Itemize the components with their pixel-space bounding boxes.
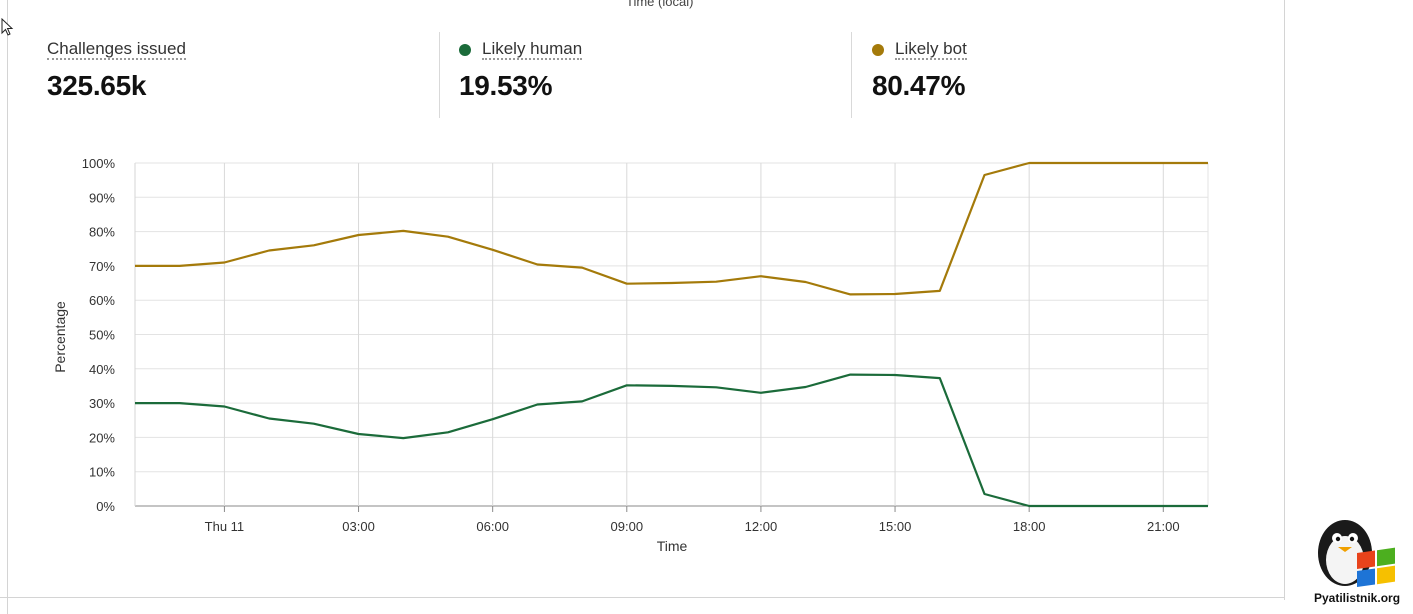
y-tick-label: 40% (89, 362, 115, 377)
panel-border-bottom (0, 597, 1285, 598)
y-tick-label: 80% (89, 225, 115, 240)
y-tick-label: 10% (89, 465, 115, 480)
x-tick-label: Thu 11 (205, 519, 245, 534)
line-chart: 0% 10% 20% 30% 40% 50% 60% 70% 80% 90% 100% Thu 11… (52, 156, 1209, 554)
x-axis-ticks: Thu 11 03:00 06:00 09:00 12:00 15:00 18:00 21:0… (205, 519, 1180, 534)
y-tick-label: 20% (89, 430, 115, 445)
x-tick-label: 03:00 (342, 519, 375, 534)
stats-row: Challenges issued 325.65k Likely human 1… (0, 32, 1285, 122)
panel-border-right (1284, 0, 1285, 600)
stat-divider (439, 32, 440, 118)
likely-bot-dot-icon (872, 44, 884, 56)
y-axis-ticks: 0% 10% 20% 30% 40% 50% 60% 70% 80% 90% 100% (82, 156, 116, 514)
x-axis-label: Time (657, 538, 688, 554)
stat-challenges-issued[interactable]: Challenges issued 325.65k (47, 32, 186, 118)
y-tick-label: 60% (89, 293, 115, 308)
stat-label[interactable]: Likely human (482, 39, 583, 60)
watermark-text: Pyatilistnik.org (1314, 591, 1401, 605)
x-tick-label: 12:00 (745, 519, 778, 534)
x-tick-label: 18:00 (1013, 519, 1046, 534)
x-tick-label: 06:00 (476, 519, 509, 534)
chart-grid (134, 162, 1209, 512)
series-line-likely-human[interactable] (135, 373, 1208, 508)
stat-likely-bot[interactable]: Likely bot 80.47% (872, 32, 967, 118)
stat-label-row: Likely human (459, 38, 583, 62)
panel-border-left (7, 0, 8, 614)
likely-human-dot-icon (459, 44, 471, 56)
y-tick-label: 50% (89, 328, 115, 343)
stat-value: 80.47% (872, 70, 966, 101)
x-tick-label: 15:00 (879, 519, 912, 534)
stat-likely-human[interactable]: Likely human 19.53% (459, 32, 583, 118)
y-tick-label: 90% (89, 190, 115, 205)
series-line-likely-bot[interactable] (135, 161, 1208, 296)
stat-value: 19.53% (459, 70, 553, 101)
penguin-logo-icon (1318, 520, 1395, 587)
x-tick-label: 09:00 (611, 519, 644, 534)
stat-label[interactable]: Challenges issued (47, 39, 186, 60)
stat-label[interactable]: Likely bot (895, 39, 967, 60)
y-axis-label: Percentage (52, 301, 68, 373)
stat-value: 325.65k (47, 70, 147, 101)
x-tick-label: 21:00 (1147, 519, 1180, 534)
y-tick-label: 0% (96, 499, 115, 514)
mouse-cursor-icon (1, 18, 14, 36)
top-axis-title: Time (local) (626, 0, 694, 9)
stat-label-row: Challenges issued (47, 38, 186, 62)
stat-label-row: Likely bot (872, 38, 967, 62)
y-tick-label: 70% (89, 259, 115, 274)
stat-divider (851, 32, 852, 118)
y-tick-label: 100% (82, 156, 116, 171)
y-tick-label: 30% (89, 396, 115, 411)
chart-series (135, 161, 1208, 508)
